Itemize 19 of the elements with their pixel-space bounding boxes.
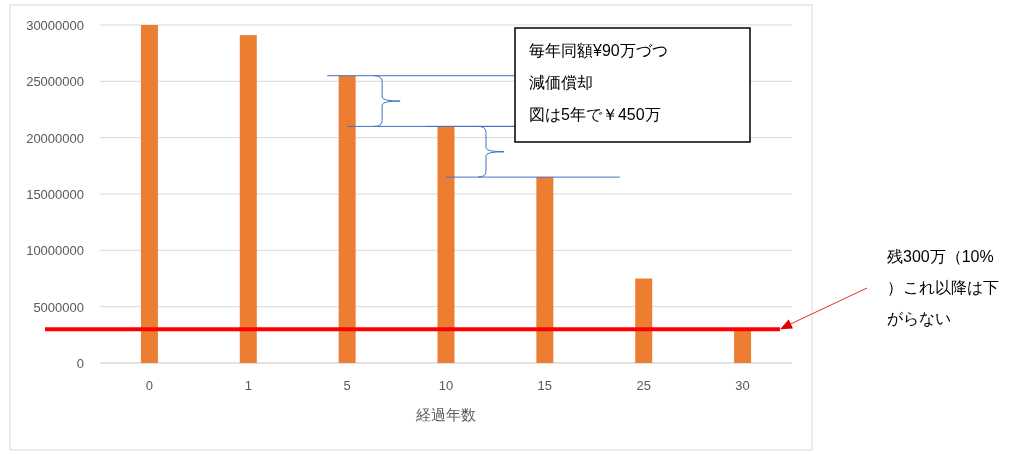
y-tick-label: 15000000 <box>26 187 84 202</box>
y-tick-label: 10000000 <box>26 243 84 259</box>
text: 残300万（10%）これ以降は下がらない <box>887 248 999 327</box>
y-tick-label: 25000000 <box>26 74 84 90</box>
x-tick-label: 5 <box>343 378 351 393</box>
x-tick-label: 30 <box>735 378 750 393</box>
annotation: 減価償却 <box>529 74 593 91</box>
annotation: 毎年同額¥90万づつ <box>529 42 668 59</box>
x-tick-label: 1 <box>244 378 252 393</box>
y-tick-label: 5000000 <box>33 299 84 315</box>
y-tick-label: 30000000 <box>26 18 84 33</box>
x-tick-label: 10 <box>438 378 454 393</box>
y-tick-label: 20000000 <box>26 130 84 146</box>
x-axis-title: 経過年数 <box>415 406 476 423</box>
y-tick-label: 0 <box>76 356 84 371</box>
x-tick-label: 25 <box>636 378 651 393</box>
x-tick-label: 0 <box>145 378 154 393</box>
annotation: 図は5年で￥450万 <box>529 106 661 123</box>
x-tick-label: 15 <box>537 378 553 393</box>
